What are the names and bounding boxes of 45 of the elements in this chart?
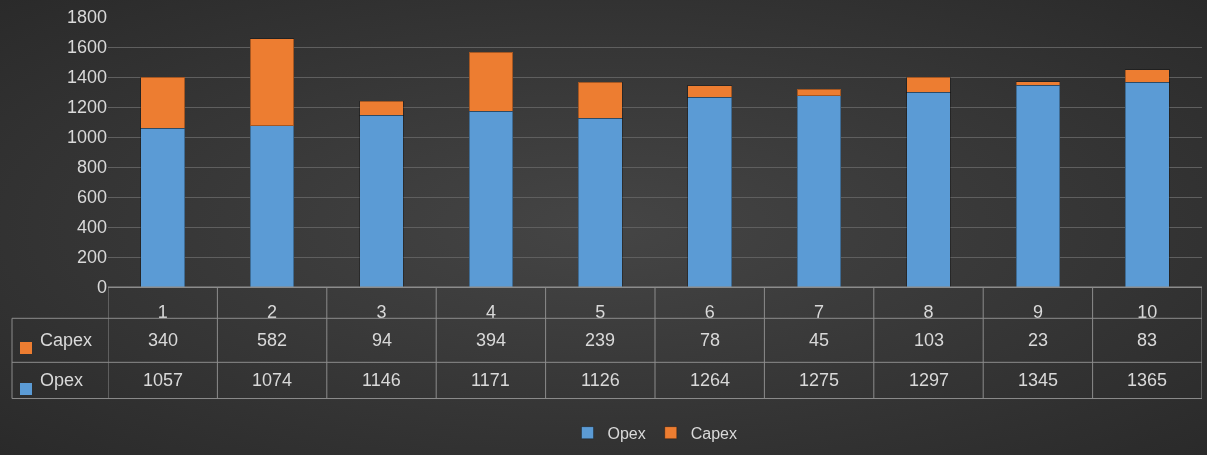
data-label: 1275 bbox=[799, 370, 840, 390]
data-label: 1171 bbox=[471, 370, 510, 390]
x-tick-label: 6 bbox=[704, 301, 715, 322]
data-label: 1365 bbox=[1127, 370, 1168, 390]
y-tick-label: 400 bbox=[76, 217, 107, 238]
data-label: 83 bbox=[1137, 330, 1158, 350]
data-label: 1057 bbox=[143, 370, 184, 390]
y-tick-label: 200 bbox=[76, 247, 107, 268]
y-tick-label: 800 bbox=[76, 157, 107, 178]
data-label: 1146 bbox=[362, 370, 401, 390]
y-tick-label: 1800 bbox=[66, 7, 107, 28]
data-label: 1074 bbox=[252, 370, 293, 390]
x-tick-label: 3 bbox=[376, 301, 387, 322]
y-tick-label: 1000 bbox=[66, 127, 107, 148]
x-tick-label: 10 bbox=[1137, 301, 1158, 322]
y-tick-label: 0 bbox=[96, 277, 107, 298]
y-tick-label: 1600 bbox=[66, 37, 107, 58]
data-label: 239 bbox=[585, 330, 616, 350]
data-label: 1297 bbox=[909, 370, 950, 390]
text: Capex bbox=[690, 424, 737, 442]
data-label: 1264 bbox=[690, 370, 731, 390]
x-tick-label: 9 bbox=[1032, 301, 1043, 322]
data-label: 103 bbox=[914, 330, 945, 350]
data-label: 45 bbox=[809, 330, 830, 350]
y-tick-label: 1200 bbox=[66, 97, 107, 118]
data-label: 1126 bbox=[581, 370, 620, 390]
data-label: 23 bbox=[1028, 330, 1049, 350]
x-tick-label: 7 bbox=[814, 301, 825, 322]
data-label: 94 bbox=[372, 330, 393, 350]
x-tick-label: 2 bbox=[267, 301, 278, 322]
y-tick-label: 600 bbox=[76, 187, 107, 208]
x-tick-label: 4 bbox=[485, 301, 496, 322]
data-label: 78 bbox=[700, 330, 721, 350]
data-label: 1345 bbox=[1018, 370, 1059, 390]
data-label: 582 bbox=[257, 330, 288, 350]
y-tick-label: 1400 bbox=[66, 67, 107, 88]
x-tick-label: 8 bbox=[923, 301, 934, 322]
data-label: 394 bbox=[476, 330, 507, 350]
text: Opex bbox=[40, 370, 84, 390]
x-tick-label: 1 bbox=[157, 301, 168, 322]
data-label: 340 bbox=[148, 330, 179, 350]
legend-label: Capex bbox=[40, 330, 93, 350]
legend-label: Opex bbox=[607, 424, 646, 442]
bar bbox=[1015, 84, 1061, 287]
x-tick-label: 5 bbox=[595, 301, 606, 322]
